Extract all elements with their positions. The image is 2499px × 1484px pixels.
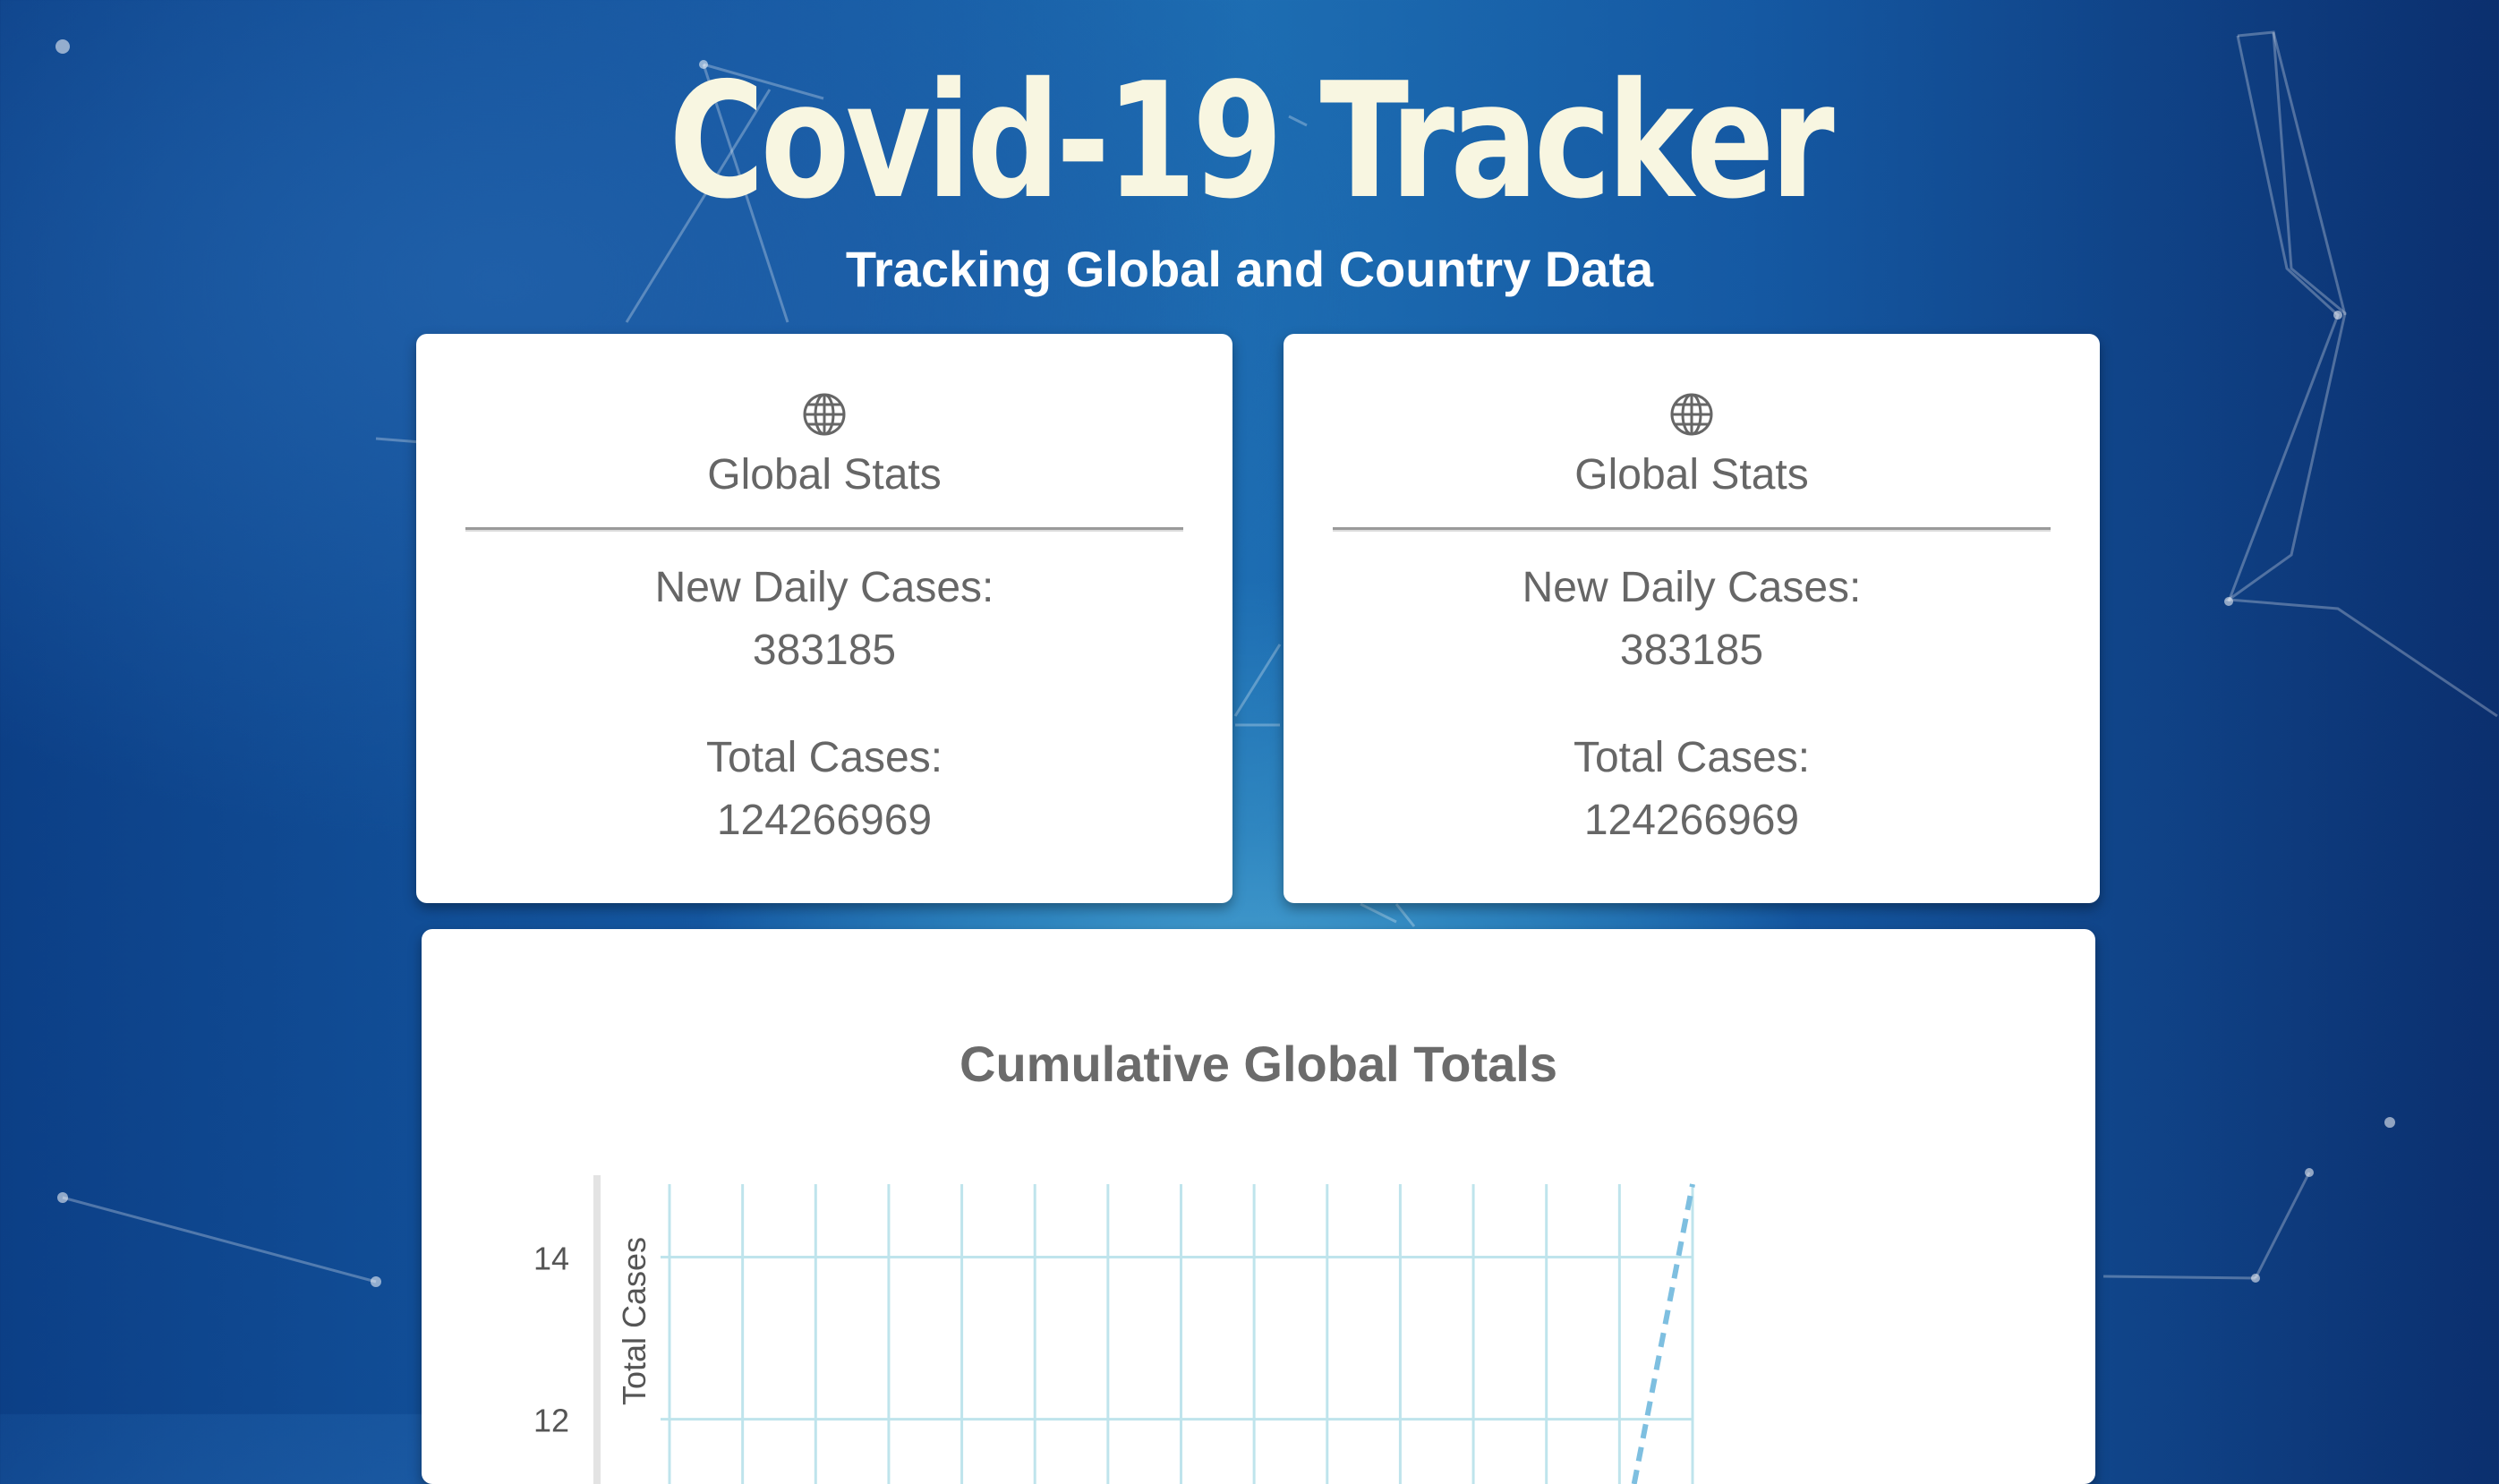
globe-icon xyxy=(803,393,846,436)
new-daily-cases-value: 383185 xyxy=(752,627,897,674)
card-divider xyxy=(465,527,1183,532)
page-subtitle: Tracking Global and Country Data xyxy=(845,241,1654,297)
new-daily-cases-label: New Daily Cases: xyxy=(1522,564,1862,611)
page-title: Covid-19 Tracker xyxy=(669,48,1834,234)
new-daily-cases-label: New Daily Cases: xyxy=(654,564,994,611)
card-heading: Global Stats xyxy=(1574,451,1809,499)
y-tick-label: 12 xyxy=(533,1403,569,1439)
chart-series-line xyxy=(1631,1183,1695,1484)
global-stats-card: Global Stats New Daily Cases: 383185 Tot… xyxy=(416,334,1232,903)
card-heading: Global Stats xyxy=(707,451,942,499)
globe-icon xyxy=(1670,393,1713,436)
total-cases-value: 124266969 xyxy=(1583,797,1800,844)
total-cases-label: Total Cases: xyxy=(1573,734,1811,781)
global-stats-card: Global Stats New Daily Cases: 383185 Tot… xyxy=(1284,334,2100,903)
y-axis-label: Total Cases xyxy=(616,1237,652,1405)
total-cases-label: Total Cases: xyxy=(705,734,943,781)
y-tick-label: 14 xyxy=(533,1240,569,1276)
cumulative-totals-chart-card: Cumulative Global Totals 14 12 Total Cases xyxy=(422,929,2095,1484)
chart-title: Cumulative Global Totals xyxy=(960,1036,1557,1092)
cumulative-totals-chart: 14 12 Total Cases xyxy=(533,1175,1695,1484)
total-cases-value: 124266969 xyxy=(716,797,933,844)
card-divider xyxy=(1333,527,2051,532)
new-daily-cases-value: 383185 xyxy=(1619,627,1764,674)
